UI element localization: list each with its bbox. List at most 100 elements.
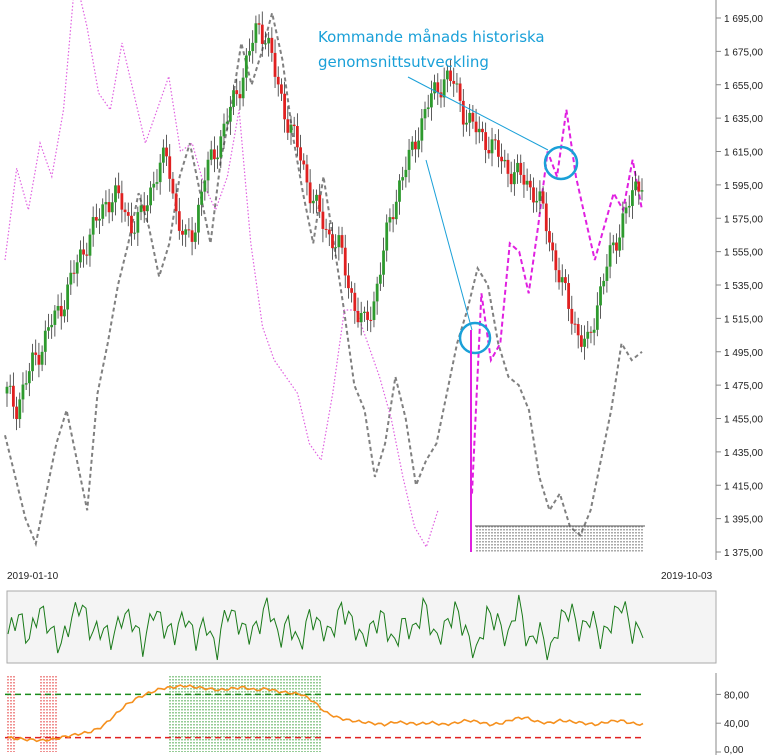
annotation-arrow-1 <box>407 76 549 151</box>
candle-body <box>378 274 382 284</box>
candle-body <box>158 162 162 183</box>
candle-body <box>174 193 178 212</box>
candle-body <box>414 141 417 150</box>
candle-body <box>331 234 334 249</box>
candle-body <box>63 309 66 317</box>
candle-body <box>88 234 92 256</box>
candle-body <box>334 247 338 249</box>
candle-body <box>31 352 34 372</box>
candle-body <box>343 247 347 276</box>
candle-body <box>181 230 184 235</box>
candle-body <box>586 331 590 339</box>
candle-body <box>350 288 354 293</box>
candle-body <box>91 217 95 235</box>
candle-body <box>560 277 564 283</box>
candle-body <box>225 121 229 124</box>
candle-body <box>564 277 567 284</box>
candle-body <box>187 229 191 231</box>
candle-body <box>327 229 331 235</box>
candle-body <box>66 284 70 310</box>
candle-body <box>260 24 264 44</box>
candle-body <box>506 159 510 174</box>
candle-body <box>78 249 82 263</box>
candle-body <box>573 323 577 325</box>
candle-body <box>535 200 539 203</box>
candle-body <box>56 305 60 311</box>
candle-body <box>126 212 130 216</box>
candle-body <box>500 156 503 162</box>
y-tick-label: 1 555,00 <box>724 248 763 259</box>
candle-body <box>404 169 408 178</box>
candle-body <box>101 204 105 219</box>
candle-body <box>200 191 204 205</box>
candle-body <box>394 201 398 220</box>
oscillator-panel <box>6 590 717 664</box>
candle-body <box>375 283 379 302</box>
candle-body <box>222 123 226 137</box>
candle-body <box>190 230 194 242</box>
candle-body <box>114 185 117 203</box>
candle-body <box>299 147 302 161</box>
candle-body <box>436 82 440 93</box>
candle-body <box>567 283 571 309</box>
candle-body <box>270 37 274 53</box>
seasonal-projection-line <box>471 109 643 494</box>
rsi-panel <box>0 673 716 755</box>
y-tick-label: 1 615,00 <box>724 148 763 159</box>
candle-body <box>385 222 389 251</box>
candle-body <box>130 215 133 234</box>
candle-body <box>43 330 47 352</box>
y-tick-label: 1 655,00 <box>724 81 763 92</box>
candle-body <box>197 204 200 233</box>
candle-body <box>37 354 41 365</box>
candle-body <box>257 23 261 25</box>
candle-body <box>627 205 631 208</box>
candle-body <box>576 324 580 336</box>
candle-body <box>599 286 602 306</box>
candle-body <box>276 76 280 85</box>
annotation-arrow-2 <box>425 159 473 331</box>
candle-body <box>631 190 634 206</box>
candle-body <box>455 83 459 85</box>
rsi-line <box>7 684 644 743</box>
candle-body <box>8 385 12 387</box>
candle-body <box>509 173 513 185</box>
candle-body <box>391 217 395 220</box>
candle-body <box>442 79 446 98</box>
annotation-circle-2 <box>458 321 492 355</box>
candle-body <box>481 128 484 133</box>
candle-body <box>267 37 271 44</box>
candle-body <box>24 383 28 385</box>
candle-body <box>372 301 376 320</box>
candle-body <box>439 92 443 98</box>
candle-body <box>308 182 312 204</box>
candle-body <box>589 331 593 333</box>
candle-body <box>123 209 127 213</box>
candle-body <box>490 139 494 154</box>
candle-body <box>579 335 583 347</box>
candle-body <box>429 93 433 108</box>
candle-body <box>107 202 111 213</box>
candle-body <box>85 254 89 256</box>
candle-body <box>177 211 181 231</box>
candle-body <box>104 202 108 205</box>
y-tick-label: 1 475,00 <box>724 381 763 392</box>
candle-body <box>120 193 124 210</box>
candle-body <box>146 205 149 212</box>
candle-body <box>305 164 309 183</box>
candle-body <box>458 83 462 101</box>
candle-body <box>433 82 436 94</box>
candle-body <box>388 217 392 223</box>
candle-body <box>487 150 491 154</box>
candle-body <box>516 162 519 173</box>
candle-body <box>420 118 424 141</box>
candle-body <box>206 159 210 181</box>
x-label-end: 2019-10-03 <box>661 571 713 582</box>
annotation-line-1: Kommande månads historiska <box>318 28 545 46</box>
candle-body <box>452 80 456 84</box>
candle-body <box>541 191 545 204</box>
candle-body <box>477 128 481 133</box>
candle-body <box>640 190 644 192</box>
candle-body <box>503 159 507 162</box>
historical-dotted-line <box>4 0 439 549</box>
